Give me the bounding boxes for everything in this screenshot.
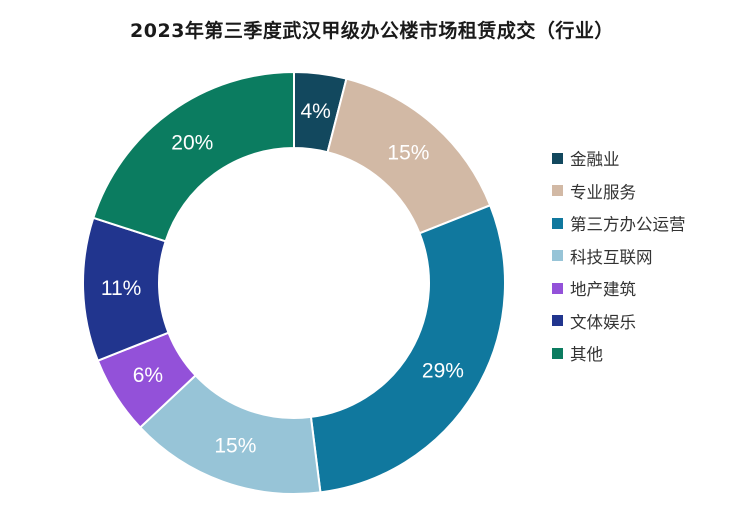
slice-2 [309,204,506,494]
legend-item: 其他 [552,337,686,370]
slices-group [82,70,506,495]
legend-swatch [552,185,563,197]
slice-label-6: 20% [171,132,213,155]
slice-label-1: 15% [387,142,429,165]
legend-swatch [552,347,563,359]
legend-label: 第三方办公运营 [570,215,686,235]
slice-label-0: 4% [301,100,331,123]
legend: 金融业专业服务第三方办公运营 科技互联网地产建筑文体娱乐其他 [552,142,686,370]
legend-swatch [552,217,563,229]
legend-label: 金融业 [570,150,620,170]
slice-labels-group: 4% 15% 29% 15% 6% 11% 20% [101,100,464,457]
legend-label: 专业服务 [570,182,636,202]
chart-title: 2023年第三季度武汉甲级办公楼市场租赁成交（行业） [130,20,614,42]
legend-label: 其他 [570,345,603,365]
slice-label-4: 6% [133,364,163,387]
legend-swatch [552,282,563,294]
slice-label-5: 11% [101,277,141,300]
slice-label-3: 15% [214,434,256,457]
legend-item: 科技互联网 [552,240,686,273]
slice-label-2: 29% [422,360,464,383]
legend-swatch [552,315,563,327]
legend-item: 第三方办公运营 [552,207,686,240]
legend-swatch [552,152,563,164]
legend-item: 文体娱乐 [552,305,686,338]
legend-item: 地产建筑 [552,272,686,305]
slice-6 [92,70,295,243]
legend-label: 文体娱乐 [570,312,636,332]
legend-swatch [552,250,563,262]
legend-label: 科技互联网 [570,247,653,267]
legend-item: 专业服务 [552,175,686,208]
legend-label: 地产建筑 [570,280,636,300]
legend-item: 金融业 [552,142,686,175]
